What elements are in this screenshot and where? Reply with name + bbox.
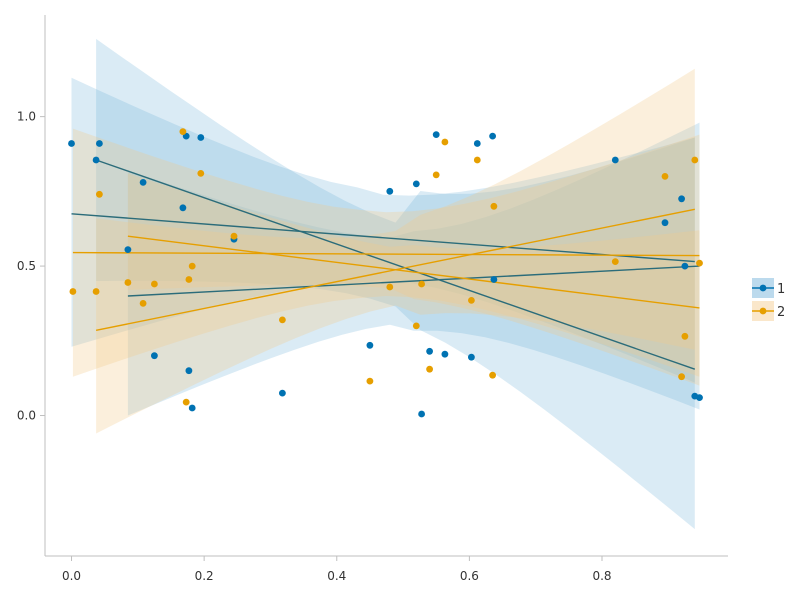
point-series-2-26 [661,173,669,180]
point-series-1-23 [489,132,496,140]
axes [44,15,728,557]
point-series-2-29 [691,156,699,164]
point-series-1-7 [179,204,187,212]
x-tick-label: 0.0 [62,569,81,583]
point-series-2-2 [92,288,100,295]
y-tick-label: 1.0 [17,110,36,124]
point-series-1-27 [678,195,685,203]
point-series-1-10 [188,404,196,412]
data-points [68,128,703,418]
point-series-2-27 [678,373,685,381]
point-series-2-19 [432,171,440,179]
point-series-1-2 [92,156,100,164]
point-series-2-5 [139,300,147,307]
point-series-2-6 [151,280,158,288]
point-series-2-25 [611,258,619,265]
point-series-1-30 [696,394,703,401]
point-series-2-3 [96,190,103,198]
legend-marker-2 [759,307,767,315]
point-series-1-18 [426,347,433,355]
point-series-1-13 [279,389,286,397]
point-series-2-11 [197,170,205,177]
legend-marker-1 [759,284,767,292]
point-series-2-17 [418,280,425,288]
confidence-band-series-2-2 [96,68,695,434]
x-axis-ticks: 0.0 0.2 0.4 0.6 0.8 [62,556,612,583]
point-series-1-4 [124,246,132,254]
legend[interactable]: 12 [752,278,785,321]
point-series-2-30 [696,259,703,267]
point-series-2-22 [473,156,481,164]
y-tick-label: 0.0 [17,409,36,423]
legend-label-1: 1 [777,282,785,297]
point-series-1-24 [490,276,498,283]
point-series-2-23 [489,371,496,379]
point-series-1-28 [681,262,689,270]
point-series-2-18 [426,365,433,373]
regression-line-series-1-3 [127,265,700,297]
point-series-2-21 [468,297,475,304]
confidence-band-series-1-2 [96,38,695,530]
point-series-1-20 [441,350,449,358]
point-series-1-22 [473,140,481,147]
legend-label-2: 2 [777,305,785,320]
point-series-2-9 [185,276,193,283]
point-series-2-14 [366,377,374,385]
y-axis-ticks: 0.0 0.5 1.0 [17,110,45,423]
confidence-band-series-1-3 [127,122,700,416]
point-series-1-17 [418,410,425,418]
regression-line-series-1-2 [95,159,696,370]
point-series-1-1 [68,140,75,147]
point-series-1-15 [386,187,394,195]
x-tick-label: 0.8 [592,569,611,583]
point-series-2-4 [124,279,132,286]
point-series-1-16 [412,180,420,188]
x-tick-label: 0.2 [195,569,214,583]
point-series-1-14 [366,341,374,349]
point-series-2-28 [681,332,689,340]
point-series-1-6 [151,352,158,360]
point-series-2-20 [441,138,449,146]
confidence-band-series-1-1 [71,77,695,383]
y-tick-label: 0.5 [17,259,36,273]
point-series-2-13 [279,316,286,324]
confidence-band-series-2-3 [127,173,700,386]
point-series-1-26 [661,219,669,227]
point-series-1-21 [468,353,475,361]
x-tick-label: 0.4 [327,569,346,583]
regression-line-series-2-3 [127,235,700,309]
point-series-1-19 [432,131,440,139]
point-series-1-9 [185,367,193,375]
point-series-2-10 [188,262,196,270]
point-series-2-24 [490,202,498,210]
point-series-1-11 [197,134,205,141]
regression-line-series-1-1 [71,213,695,263]
confidence-bands [71,38,700,530]
point-series-2-8 [182,398,190,406]
point-series-2-15 [386,283,394,291]
regression-lines [71,159,700,370]
x-tick-label: 0.6 [460,569,479,583]
regression-line-series-2-1 [72,251,700,257]
point-series-2-12 [230,232,238,240]
point-series-1-5 [139,179,147,186]
point-series-2-1 [69,288,77,295]
point-series-1-25 [611,156,619,164]
point-series-1-3 [96,140,103,147]
confidence-band-series-2-1 [72,128,700,377]
point-series-2-16 [412,322,420,330]
point-series-2-7 [179,128,187,136]
